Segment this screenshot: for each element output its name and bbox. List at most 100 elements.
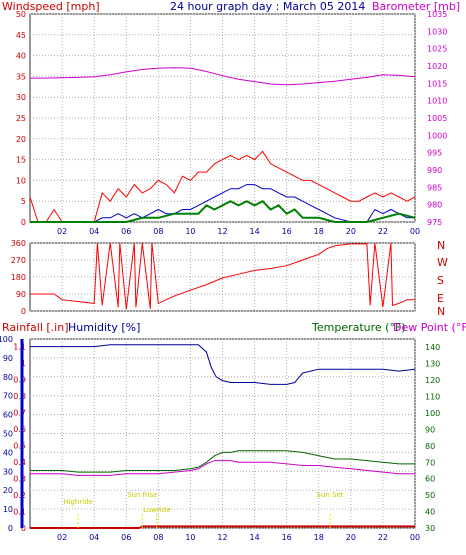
barometer-tick-label: 975 — [427, 218, 442, 227]
windspeed-tick-label: 45 — [16, 31, 26, 40]
humidity-tick-label: 0 — [8, 524, 13, 533]
barometer-tick-label: 1000 — [427, 131, 447, 140]
barometer-line — [30, 67, 416, 86]
rain-tick-label: 0.7 — [13, 409, 26, 418]
chart-title: 24 hour graph day : March 05 2014 — [170, 0, 365, 13]
event-label: Sun Rise — [127, 491, 157, 499]
x-tick-label: 02 — [57, 533, 67, 542]
rain-line — [30, 525, 415, 529]
barometer-tick-label: 1010 — [427, 97, 447, 106]
x-tick-label: 00 — [410, 227, 420, 236]
rain-tick-label: 0 — [21, 524, 26, 533]
direction-line — [30, 242, 415, 310]
x-tick-label: 04 — [89, 227, 99, 236]
barometer-tick-label: 1015 — [427, 79, 447, 88]
compass-label: W — [437, 256, 448, 269]
x-tick-label: 16 — [282, 533, 292, 542]
x-tick-label: 10 — [185, 227, 195, 236]
minimum-line — [30, 199, 416, 223]
windspeed-tick-label: 0 — [21, 218, 26, 227]
temperature-tick-label: 70 — [425, 458, 435, 467]
windspeed-tick-label: 30 — [16, 93, 26, 102]
humidity-tick-label: 100 — [0, 335, 13, 344]
x-tick-label: 02 — [57, 227, 67, 236]
rain-tick-label: 0.6 — [13, 425, 26, 434]
x-tick-label: 22 — [378, 533, 388, 542]
rainfall-axis-label: Rainfall [.in] — [2, 321, 69, 334]
x-tick-label: 14 — [249, 533, 259, 542]
barometer-axis-label: Barometer [mb] — [372, 0, 460, 13]
humidity-tick-label: 60 — [3, 411, 13, 420]
temperature-tick-label: 30 — [425, 524, 435, 533]
direction-tick-label: 270 — [11, 256, 26, 265]
windspeed-tick-label: 25 — [16, 114, 26, 123]
barometer-tick-label: 995 — [427, 149, 442, 158]
rain-tick-label: 1.1 — [13, 343, 26, 352]
barometer-tick-label: 1030 — [427, 27, 447, 36]
temperature-tick-label: 80 — [425, 442, 435, 451]
temperature-tick-label: 100 — [425, 409, 440, 418]
windspeed-tick-label: 5 — [21, 197, 26, 206]
temperature-tick-label: 130 — [425, 360, 440, 369]
x-tick-label: 16 — [282, 227, 292, 236]
direction-tick-label: 360 — [11, 239, 26, 248]
temperature-tick-label: 60 — [425, 475, 435, 484]
gust-line — [29, 150, 416, 223]
humidity-tick-label: 20 — [3, 486, 13, 495]
rain-tick-label: 0.3 — [13, 475, 26, 484]
humidity-line — [30, 344, 416, 385]
barometer-tick-label: 1020 — [427, 62, 447, 71]
humidity-tick-label: 70 — [3, 392, 13, 401]
x-tick-label: 18 — [314, 533, 324, 542]
dewpoint-axis-label: Dew Point (°F) — [393, 321, 466, 334]
event-label: Highride — [63, 498, 93, 506]
temperature-tick-label: 50 — [425, 491, 435, 500]
x-tick-label: 12 — [217, 533, 227, 542]
humidity-tick-label: 10 — [3, 505, 13, 514]
barometer-tick-label: 980 — [427, 201, 442, 210]
x-tick-label: 06 — [121, 227, 131, 236]
compass-label: N — [437, 239, 445, 252]
x-tick-label: 08 — [153, 227, 163, 236]
rain-tick-label: 0.9 — [13, 376, 26, 385]
direction-tick-label: 90 — [16, 290, 26, 299]
windspeed-tick-label: 10 — [16, 176, 26, 185]
compass-label: E — [437, 292, 444, 305]
windspeed-tick-label: 15 — [16, 156, 26, 165]
compass-label: S — [437, 274, 444, 287]
humidity-axis-label: Humidity [%] — [68, 321, 140, 334]
series-layer — [29, 67, 416, 529]
humidity-tick-label: 40 — [3, 448, 13, 457]
temperature-tick-label: 110 — [425, 393, 440, 402]
windspeed-tick-label: 20 — [16, 135, 26, 144]
rain-tick-label: 0.1 — [13, 508, 26, 517]
rain-tick-label: 0.2 — [13, 491, 26, 500]
x-tick-label: 22 — [378, 227, 388, 236]
barometer-tick-label: 1035 — [427, 10, 447, 19]
windspeed-tick-label: 40 — [16, 52, 26, 61]
compass-label: N — [437, 305, 445, 318]
rain-tick-label: 0.4 — [13, 458, 26, 467]
temperature-tick-label: 120 — [425, 376, 440, 385]
barometer-tick-label: 985 — [427, 183, 442, 192]
grid-layer — [30, 13, 416, 529]
x-tick-label: 06 — [121, 533, 131, 542]
humidity-tick-label: 80 — [3, 373, 13, 382]
windspeed-tick-label: 50 — [16, 10, 26, 19]
temperature-tick-label: 40 — [425, 508, 435, 517]
humidity-tick-label: 30 — [3, 467, 13, 476]
temperature-tick-label: 90 — [425, 425, 435, 434]
barometer-tick-label: 990 — [427, 166, 442, 175]
windspeed-tick-label: 35 — [16, 72, 26, 81]
x-tick-label: 14 — [249, 227, 259, 236]
direction-tick-label: 180 — [11, 273, 26, 282]
x-tick-label: 18 — [314, 227, 324, 236]
x-tick-label: 20 — [346, 533, 356, 542]
barometer-tick-label: 1005 — [427, 114, 447, 123]
x-tick-label: 20 — [346, 227, 356, 236]
x-tick-label: 04 — [89, 533, 99, 542]
temperature-tick-label: 140 — [425, 343, 440, 352]
x-tick-label: 10 — [185, 533, 195, 542]
windspeed-axis-label: Windspeed [mph] — [2, 0, 100, 13]
